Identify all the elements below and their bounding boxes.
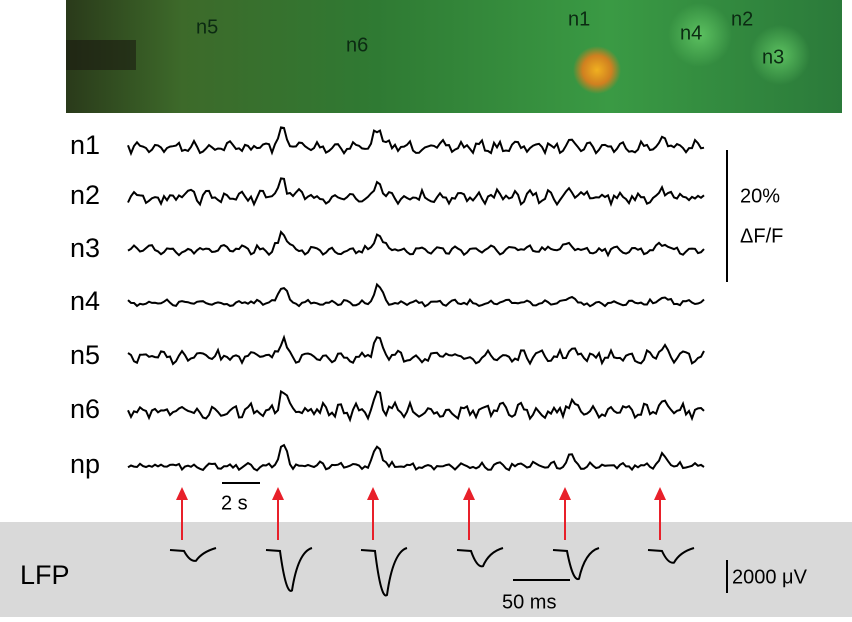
dff-unit: ΔF/F: [740, 225, 783, 247]
lfp-panel: [0, 522, 852, 617]
trace: [128, 445, 704, 470]
trace-label: n4: [70, 286, 100, 316]
cell-label: n4: [680, 22, 702, 44]
stim-arrow-head: [367, 487, 379, 500]
lfp-label: LFP: [20, 560, 70, 590]
time-scale-label: 2 s: [221, 492, 248, 514]
stim-arrow-head: [463, 487, 475, 500]
stim-arrow-head: [272, 487, 284, 500]
trace-label: np: [70, 449, 100, 479]
page: {"image": {"labels": ["n5", "n6", "n1", …: [0, 0, 852, 617]
lfp-time-label: 50 ms: [502, 591, 556, 613]
trace-label: n3: [70, 233, 100, 263]
cell-n1: [573, 46, 621, 94]
trace: [128, 178, 704, 204]
trace-label: n5: [70, 340, 100, 370]
cell-label: n3: [762, 46, 784, 68]
cell-label: n1: [568, 8, 590, 30]
trace: [128, 232, 704, 255]
trace: [128, 127, 704, 153]
trace-label: n6: [70, 394, 100, 424]
trace-label: n2: [70, 180, 100, 210]
trace: [128, 337, 704, 364]
lfp-amp-label: 2000 μV: [732, 566, 808, 588]
cell-label: n6: [346, 34, 368, 56]
stim-arrow-head: [559, 487, 571, 500]
figure: n5 n6 n1 n4 n2 n3 20% ΔF/F 2 s LFP 50 ms…: [0, 0, 852, 617]
cell-label: n2: [731, 8, 753, 30]
stim-arrow-head: [176, 487, 188, 500]
trace: [128, 392, 704, 420]
stim-arrow-head: [654, 487, 666, 500]
cell-label: n5: [196, 16, 218, 38]
trace-label: n1: [70, 130, 100, 160]
dff-value: 20%: [740, 185, 780, 207]
trace: [128, 285, 704, 307]
micrograph-shade: [66, 40, 136, 70]
